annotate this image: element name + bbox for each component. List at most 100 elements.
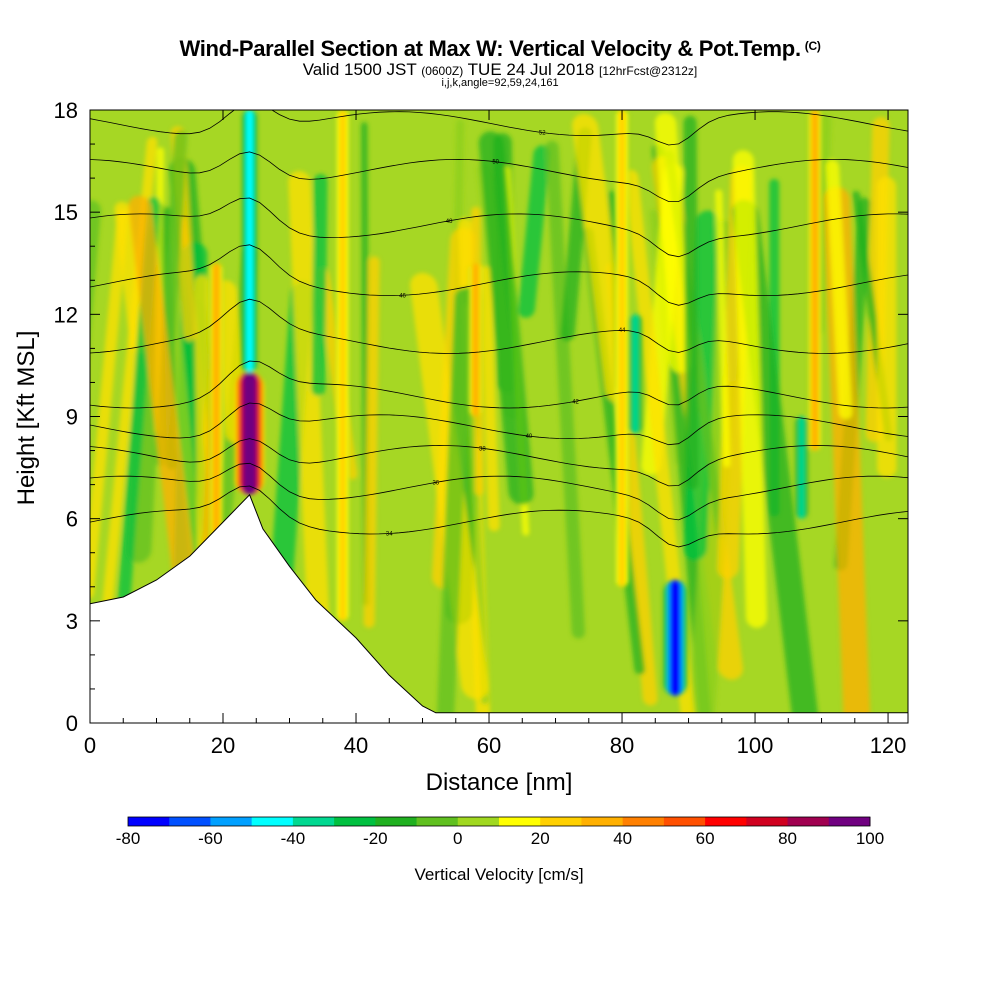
colorbar-frame bbox=[127, 816, 871, 827]
texture-band bbox=[363, 256, 380, 628]
theta-label-50: 50 bbox=[492, 160, 499, 166]
colorbar-swatch-8 bbox=[457, 817, 500, 826]
subtitle-date: TUE 24 Jul 2018 bbox=[467, 60, 595, 79]
downdraft-aloft-core-3 bbox=[246, 110, 253, 373]
chart-title: Wind-Parallel Section at Max W: Vertical… bbox=[0, 36, 1000, 62]
texture-band bbox=[436, 288, 472, 723]
colorbar-swatch-13 bbox=[663, 817, 706, 826]
theta-label-48: 48 bbox=[446, 219, 453, 225]
x-tick-label-40: 40 bbox=[344, 733, 368, 758]
colorbar-swatch-6 bbox=[375, 817, 418, 826]
colorbar-label--80: -80 bbox=[116, 829, 141, 848]
x-tick-label-80: 80 bbox=[610, 733, 634, 758]
colorbar-swatch-3 bbox=[251, 817, 294, 826]
colorbar-label-80: 80 bbox=[778, 829, 797, 848]
y-tick-label-6: 6 bbox=[66, 507, 78, 532]
x-tick-label-0: 0 bbox=[84, 733, 96, 758]
texture-band bbox=[478, 131, 534, 505]
theta-label-36: 36 bbox=[432, 480, 439, 486]
colorbar-swatch-4 bbox=[292, 817, 335, 826]
y-tick-label-9: 9 bbox=[66, 405, 78, 430]
max-downdraft-core-3 bbox=[669, 579, 681, 696]
theta-contour-34 bbox=[90, 485, 908, 548]
texture-band bbox=[288, 171, 334, 723]
colorbar-label--20: -20 bbox=[363, 829, 388, 848]
downdraft-streak-core-3 bbox=[798, 416, 805, 519]
plot-area bbox=[90, 110, 908, 723]
colorbar-swatch-12 bbox=[622, 817, 665, 826]
theta-label-44: 44 bbox=[619, 328, 626, 334]
texture-band bbox=[732, 150, 768, 628]
theta-contour-46 bbox=[90, 244, 908, 306]
chart-subtitle: Valid 1500 JST (0600Z) TUE 24 Jul 2018 [… bbox=[0, 60, 1000, 80]
y-tick-label-0: 0 bbox=[66, 711, 78, 736]
updraft-streak-core-3 bbox=[472, 263, 479, 417]
colorbar-label-20: 20 bbox=[531, 829, 550, 848]
theta-label-40: 40 bbox=[526, 434, 533, 440]
subtitle-valid: Valid 1500 JST bbox=[302, 60, 417, 79]
colorbar-label--40: -40 bbox=[281, 829, 306, 848]
theta-label-38: 38 bbox=[479, 446, 486, 452]
x-tick-label-60: 60 bbox=[477, 733, 501, 758]
chart-title-mark: (C) bbox=[804, 39, 821, 53]
texture-band bbox=[479, 266, 500, 532]
texture-band bbox=[545, 140, 585, 639]
colorbar-title: Vertical Velocity [cm/s] bbox=[414, 865, 583, 884]
colorbar-swatch-9 bbox=[499, 817, 541, 826]
texture-band bbox=[715, 189, 731, 468]
colorbar-label-60: 60 bbox=[696, 829, 715, 848]
theta-contour-36 bbox=[90, 462, 908, 521]
updraft-streak-core-3 bbox=[811, 110, 818, 451]
theta-contour-38 bbox=[90, 438, 908, 487]
texture-band bbox=[90, 209, 129, 599]
colorbar: -80 -60 -40 -20 0 20 40 60 80 100 bbox=[116, 816, 884, 848]
texture-band bbox=[128, 195, 205, 662]
x-tick-label-20: 20 bbox=[211, 733, 235, 758]
texture-band bbox=[876, 176, 897, 478]
updraft-streak-core-3 bbox=[339, 110, 346, 621]
theta-contour-42 bbox=[90, 360, 908, 409]
texture-band bbox=[654, 112, 691, 374]
x-axis-label: Distance [nm] bbox=[426, 769, 573, 796]
chart-title-text: Wind-Parallel Section at Max W: Vertical… bbox=[179, 36, 801, 61]
theta-label-42: 42 bbox=[572, 399, 579, 405]
colorbar-swatch-16 bbox=[787, 817, 830, 826]
section-metadata: i,j,k,angle=92,59,24,161 bbox=[441, 77, 559, 89]
theta-contour-50 bbox=[90, 151, 908, 202]
colorbar-swatch-11 bbox=[581, 817, 624, 826]
terrain-mask bbox=[89, 493, 909, 724]
downdraft-streak-core-3 bbox=[632, 314, 639, 434]
theta-contour-44 bbox=[90, 298, 908, 354]
colorbar-swatch-14 bbox=[705, 817, 747, 826]
colorbar-swatch-2 bbox=[210, 817, 253, 826]
texture-band bbox=[583, 227, 646, 675]
colorbar-swatch-5 bbox=[334, 817, 376, 826]
y-tick-label-12: 12 bbox=[54, 302, 78, 327]
theta-contours: 34 36 38 40 42 44 46 48 50 52 bbox=[90, 110, 908, 548]
theta-label-34: 34 bbox=[386, 532, 393, 538]
colorbar-swatch-7 bbox=[416, 817, 459, 826]
updraft-streak-core-3 bbox=[619, 110, 626, 587]
colorbar-swatch-10 bbox=[540, 817, 582, 826]
y-tick-label-3: 3 bbox=[66, 609, 78, 634]
theta-contour-40 bbox=[90, 402, 908, 446]
colorbar-label-0: 0 bbox=[453, 829, 462, 848]
theta-label-52: 52 bbox=[539, 131, 546, 137]
x-tick-label-120: 120 bbox=[870, 733, 907, 758]
theta-contour-52 bbox=[90, 110, 908, 146]
texture-band bbox=[683, 115, 699, 490]
colorbar-label-40: 40 bbox=[613, 829, 632, 848]
colorbar-swatch-17 bbox=[828, 817, 871, 826]
x-tick-label-100: 100 bbox=[737, 733, 774, 758]
subtitle-zulu: (0600Z) bbox=[421, 64, 464, 78]
colorbar-swatch-15 bbox=[746, 817, 789, 826]
y-tick-label-18: 18 bbox=[54, 98, 78, 123]
colorbar-label-100: 100 bbox=[856, 829, 884, 848]
theta-label-46: 46 bbox=[399, 293, 406, 299]
colorbar-swatch-1 bbox=[169, 817, 211, 826]
texture-band bbox=[825, 159, 853, 420]
terrain-profile bbox=[89, 493, 909, 724]
colorbar-swatch-0 bbox=[128, 817, 170, 826]
